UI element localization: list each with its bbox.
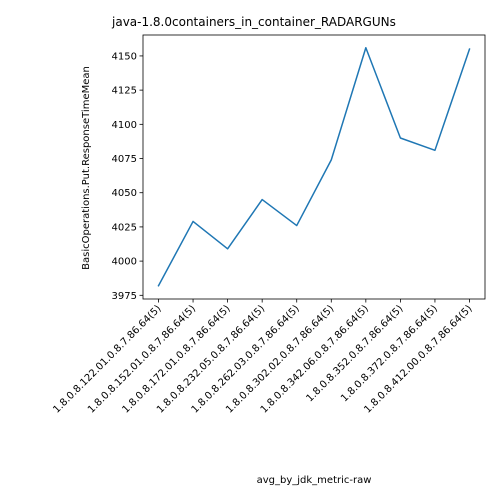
y-tick-label: 4050 bbox=[112, 188, 137, 199]
y-axis: 3975 4000 4025 4050 4075 4100 4125 4150 bbox=[112, 51, 143, 302]
y-tick-label: 3975 bbox=[112, 291, 137, 302]
y-tick-label: 4100 bbox=[112, 120, 137, 131]
y-tick-label: 4150 bbox=[112, 51, 137, 62]
y-tick-label: 4025 bbox=[112, 222, 137, 233]
plot-area bbox=[157, 46, 471, 287]
chart-title: java-1.8.0containers_in_container_RADARG… bbox=[111, 15, 396, 29]
y-tick-label: 4075 bbox=[112, 154, 137, 165]
series-line bbox=[157, 46, 471, 287]
plot-frame bbox=[142, 34, 486, 300]
x-axis-label: avg_by_jdk_metric-raw bbox=[257, 475, 372, 486]
y-axis-label: BasicOperations.Put.ResponseTimeMean bbox=[81, 66, 92, 270]
y-tick-label: 4125 bbox=[112, 86, 137, 97]
y-tick-label: 4000 bbox=[112, 257, 137, 268]
